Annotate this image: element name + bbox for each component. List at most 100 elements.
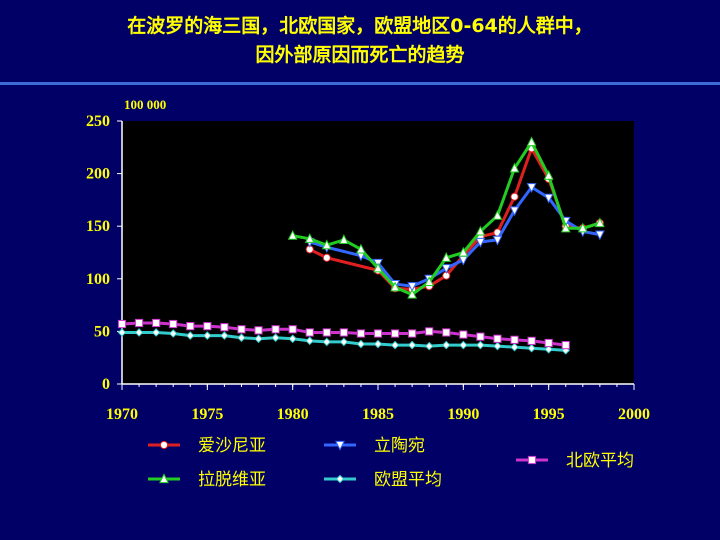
data-point — [339, 337, 349, 347]
data-point — [390, 329, 400, 338]
data-point — [117, 328, 127, 337]
axes: 0 50 100 150 200 250 1970 1975 1980 1985 1990 1995 2… — [86, 113, 650, 423]
data-point — [203, 322, 212, 331]
legend-item: 立陶宛 — [324, 436, 425, 456]
data-point — [134, 328, 144, 337]
data-point — [526, 136, 537, 147]
data-point — [509, 206, 520, 217]
y-tick-label: 50 — [94, 323, 110, 340]
data-point — [134, 318, 144, 328]
legend-marker — [159, 473, 169, 484]
data-point — [510, 342, 519, 352]
data-point — [594, 217, 605, 228]
legend-marker — [159, 440, 169, 450]
data-point — [475, 225, 486, 236]
data-point — [185, 331, 195, 340]
legend-label: 欧盟平均 — [374, 470, 442, 490]
data-point — [510, 192, 519, 201]
y-tick-label: 150 — [86, 218, 110, 235]
data-point — [543, 193, 554, 204]
y-tick-label: 200 — [86, 166, 110, 183]
data-point — [271, 325, 280, 334]
data-point — [390, 281, 400, 292]
data-point — [492, 235, 503, 246]
data-point — [459, 330, 468, 339]
data-point — [459, 340, 468, 350]
data-point — [271, 333, 280, 343]
y-unit-label: 100 000 — [124, 97, 166, 112]
data-point — [356, 339, 366, 349]
data-point — [237, 333, 246, 343]
data-point — [492, 209, 503, 220]
data-point — [407, 340, 417, 350]
data-point — [526, 183, 537, 193]
data-point — [441, 252, 452, 262]
y-tick-label: 250 — [86, 113, 110, 130]
data-point — [356, 329, 366, 338]
data-point — [407, 288, 418, 299]
data-point — [339, 328, 348, 337]
legend-marker — [527, 455, 537, 465]
data-point — [287, 229, 298, 240]
title-line-2: 因外部原因而死亡的趋势 — [255, 44, 465, 66]
legend-marker — [335, 474, 345, 484]
data-point — [203, 331, 212, 340]
data-point — [544, 344, 553, 354]
data-point — [390, 340, 400, 350]
data-point — [151, 328, 161, 337]
data-point — [288, 334, 297, 344]
data-point — [577, 222, 588, 233]
series-4 — [117, 328, 571, 355]
data-point — [476, 340, 485, 350]
data-point — [338, 234, 349, 244]
data-point — [441, 340, 451, 350]
series-layer — [117, 136, 605, 355]
data-point — [117, 319, 127, 329]
data-point — [544, 338, 553, 348]
data-point — [425, 327, 434, 336]
legend-item: 拉脱维亚 — [148, 470, 266, 490]
series-5 — [117, 318, 570, 350]
data-point — [373, 339, 383, 349]
data-point — [305, 328, 314, 337]
data-point — [288, 325, 297, 334]
data-point — [442, 328, 451, 337]
y-tick-label: 0 — [102, 376, 110, 393]
data-point — [304, 233, 315, 243]
data-point — [424, 276, 435, 287]
legend-label: 爱沙尼亚 — [198, 436, 266, 456]
series-3 — [287, 136, 605, 299]
data-point — [407, 282, 418, 292]
data-point — [254, 326, 263, 335]
data-point — [169, 319, 178, 329]
legend-label: 立陶宛 — [374, 436, 425, 456]
data-point — [356, 243, 366, 254]
data-point — [476, 332, 485, 341]
y-tick-label: 100 — [86, 271, 110, 288]
data-point — [458, 246, 469, 257]
data-point — [373, 262, 383, 273]
legend-label: 拉脱维亚 — [198, 470, 266, 490]
data-point — [527, 343, 536, 353]
x-tick-label: 1980 — [277, 406, 309, 423]
data-point — [424, 341, 434, 351]
data-point — [493, 341, 502, 351]
legend-label: 北欧平均 — [566, 451, 634, 471]
data-point — [220, 331, 229, 340]
x-tick-label: 1970 — [106, 406, 138, 423]
data-point — [527, 336, 536, 345]
data-point — [373, 329, 383, 338]
data-point — [493, 334, 502, 343]
data-point — [186, 322, 195, 331]
data-point — [510, 335, 519, 344]
data-point — [561, 340, 570, 350]
data-point — [543, 169, 554, 180]
chart-title: 在波罗的海三国，北欧国家，欧盟地区0-64的人群中， 因外部原因而死亡的趋势 — [0, 12, 720, 70]
legend-item: 北欧平均 — [516, 451, 634, 471]
x-tick-label: 2000 — [618, 406, 650, 423]
data-point — [509, 162, 520, 173]
data-point — [237, 325, 246, 334]
data-point — [322, 253, 331, 262]
data-point — [594, 230, 605, 241]
